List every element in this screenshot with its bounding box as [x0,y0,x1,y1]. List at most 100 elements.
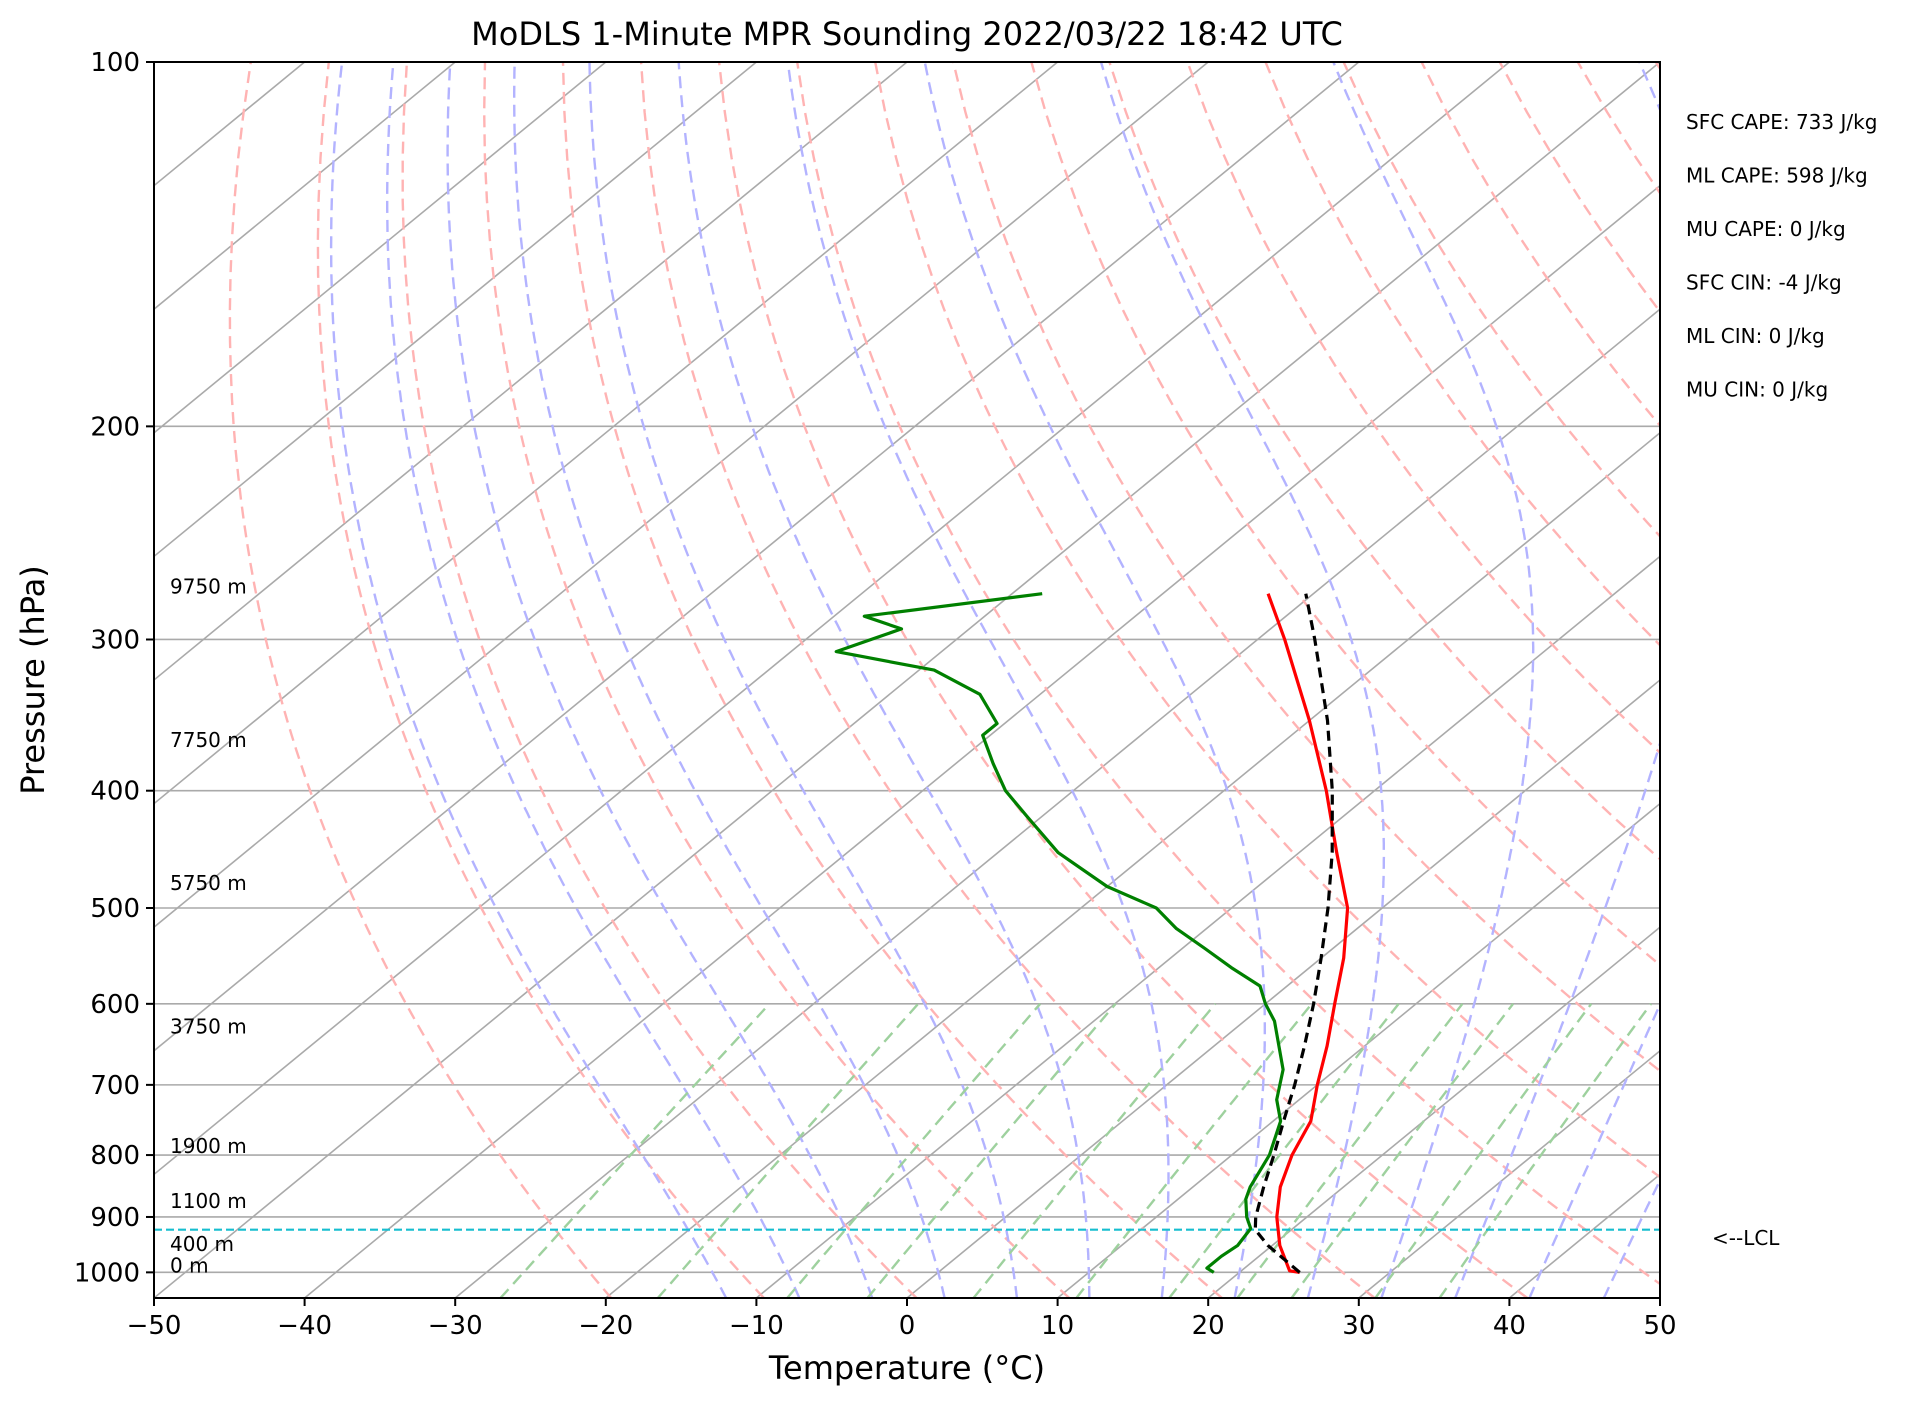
mixing-ratio-line [1438,1003,1652,1298]
y-tick-label: 900 [90,1203,140,1233]
isotherm-line [1057,802,1660,1298]
isotherm-line [154,62,1510,1176]
dry-adiabat-line [1890,62,1911,1298]
x-tick-label: 50 [1643,1311,1676,1341]
isotherm-line [906,678,1660,1298]
moist-adiabat-line [329,62,728,1298]
y-tick-label: 700 [90,1071,140,1101]
isotherm-line [154,62,1660,1298]
moist-adiabat-line [446,62,874,1298]
profile-lines [154,592,1660,1274]
height-label: 5750 m [170,871,247,895]
mixing-ratio-line [786,1003,1042,1298]
dry-adiabat-line [228,62,613,1298]
x-tick-label: −10 [729,1311,784,1341]
dry-adiabat-line [796,62,1660,1286]
y-tick-label: 400 [90,777,140,807]
moist-adiabat-line [923,62,1266,1298]
x-axis-title: Temperature (°C) [768,1349,1045,1387]
isotherm-line [605,431,1660,1298]
stat-label: ML CIN: 0 J/kg [1686,324,1825,348]
dry-adiabat-line [1420,62,1660,428]
dry-adiabat-line [1498,62,1660,314]
height-label: 0 m [170,1253,209,1277]
height-label: 400 m [170,1232,234,1256]
isotherm-line [304,184,1660,1298]
mixing-ratio-line [1168,1003,1400,1298]
lcl-label: <--LCL [1712,1226,1780,1250]
mixing-ratio-line [499,1002,771,1298]
moist-adiabat-line [386,62,801,1298]
x-tick-label: 10 [1041,1311,1074,1341]
stat-label: SFC CAPE: 733 J/kg [1686,110,1877,134]
x-tick-label: −30 [428,1311,483,1341]
isotherm-line [1811,62,1911,1298]
y-tick-label: 300 [90,625,140,655]
dry-adiabat-line [1812,62,1911,1298]
parcel-profile-line [1253,593,1334,1274]
dry-adiabat-line [316,62,765,1298]
dry-adiabat-line [482,62,1071,1298]
isotherm-line [154,62,908,682]
x-tick-label: 30 [1342,1311,1375,1341]
isotherm-line [154,62,1360,1052]
y-tick-label: 800 [90,1141,140,1171]
x-tick-label: −20 [578,1311,633,1341]
isotherm-line [1508,1173,1660,1298]
stats-panel: SFC CAPE: 733 J/kg ML CAPE: 598 J/kg MU CA… [1686,110,1877,402]
dry-adiabat-line [1264,62,1660,647]
dry-adiabat-line [1654,62,1660,71]
y-tick-label: 200 [90,412,140,442]
mixing-ratio-line [656,1003,920,1298]
isotherm-line [154,62,757,558]
height-label: 7750 m [170,728,247,752]
isotherm-line [1207,926,1660,1298]
height-label: 3750 m [170,1015,247,1039]
x-tick-label: −50 [127,1311,182,1341]
temperature-profile-line [1266,593,1350,1274]
x-tick-label: 20 [1192,1311,1225,1341]
mixing-ratio-line [1236,1003,1464,1298]
stat-label: ML CAPE: 598 J/kg [1686,164,1868,188]
isotherm-line [154,62,607,434]
y-tick-label: 600 [90,990,140,1020]
moist-adiabat-line [1332,62,1535,1298]
y-axis-title: Pressure (hPa) [14,565,52,795]
mixing-ratio-line [1290,1003,1515,1298]
dry-adiabat-line [717,62,1529,1298]
dry-adiabat-line [561,62,1223,1298]
isotherm-line [1358,1049,1660,1298]
moist-adiabat-line [786,62,1170,1298]
isotherm-line [154,62,1059,805]
dry-adiabat-line [952,62,1660,1073]
dry-adiabat-line [874,62,1660,1179]
stat-label: SFC CIN: -4 J/kg [1686,271,1842,295]
height-label: 1100 m [170,1189,247,1213]
height-labels: 9750 m 7750 m 5750 m 3750 m 1900 m 1100 m 400 … [170,575,247,1278]
background-lines [154,62,1911,1298]
isotherm-line [755,555,1660,1298]
x-tick-label: −40 [277,1311,332,1341]
stat-label: MU CIN: 0 J/kg [1686,378,1828,402]
isotherm-line [154,62,1209,929]
dewpoint-profile-line [834,592,1285,1274]
y-tick-label: 100 [90,48,140,78]
chart-title: MoDLS 1-Minute MPR Sounding 2022/03/22 1… [471,15,1343,53]
mixing-ratio-line [972,1003,1217,1298]
y-axis-ticks: 100 200 300 400 500 600 700 800 900 1000 [74,48,154,1288]
x-tick-label: 40 [1493,1311,1526,1341]
y-tick-label: 500 [90,894,140,924]
isotherm-line [1659,1296,1660,1298]
moist-adiabat-line [677,62,1091,1298]
isotherm-line [454,308,1660,1298]
dry-adiabat-line [401,62,918,1298]
isotherm-line [154,62,456,311]
moist-adiabat-line [1099,62,1386,1298]
dry-adiabat-line [639,62,1376,1298]
height-label: 1900 m [170,1134,247,1158]
dry-adiabat-line [1734,62,1911,1298]
dry-adiabat-line [1186,62,1660,755]
x-tick-label: 0 [899,1311,916,1341]
moist-adiabat-line [588,62,1019,1298]
